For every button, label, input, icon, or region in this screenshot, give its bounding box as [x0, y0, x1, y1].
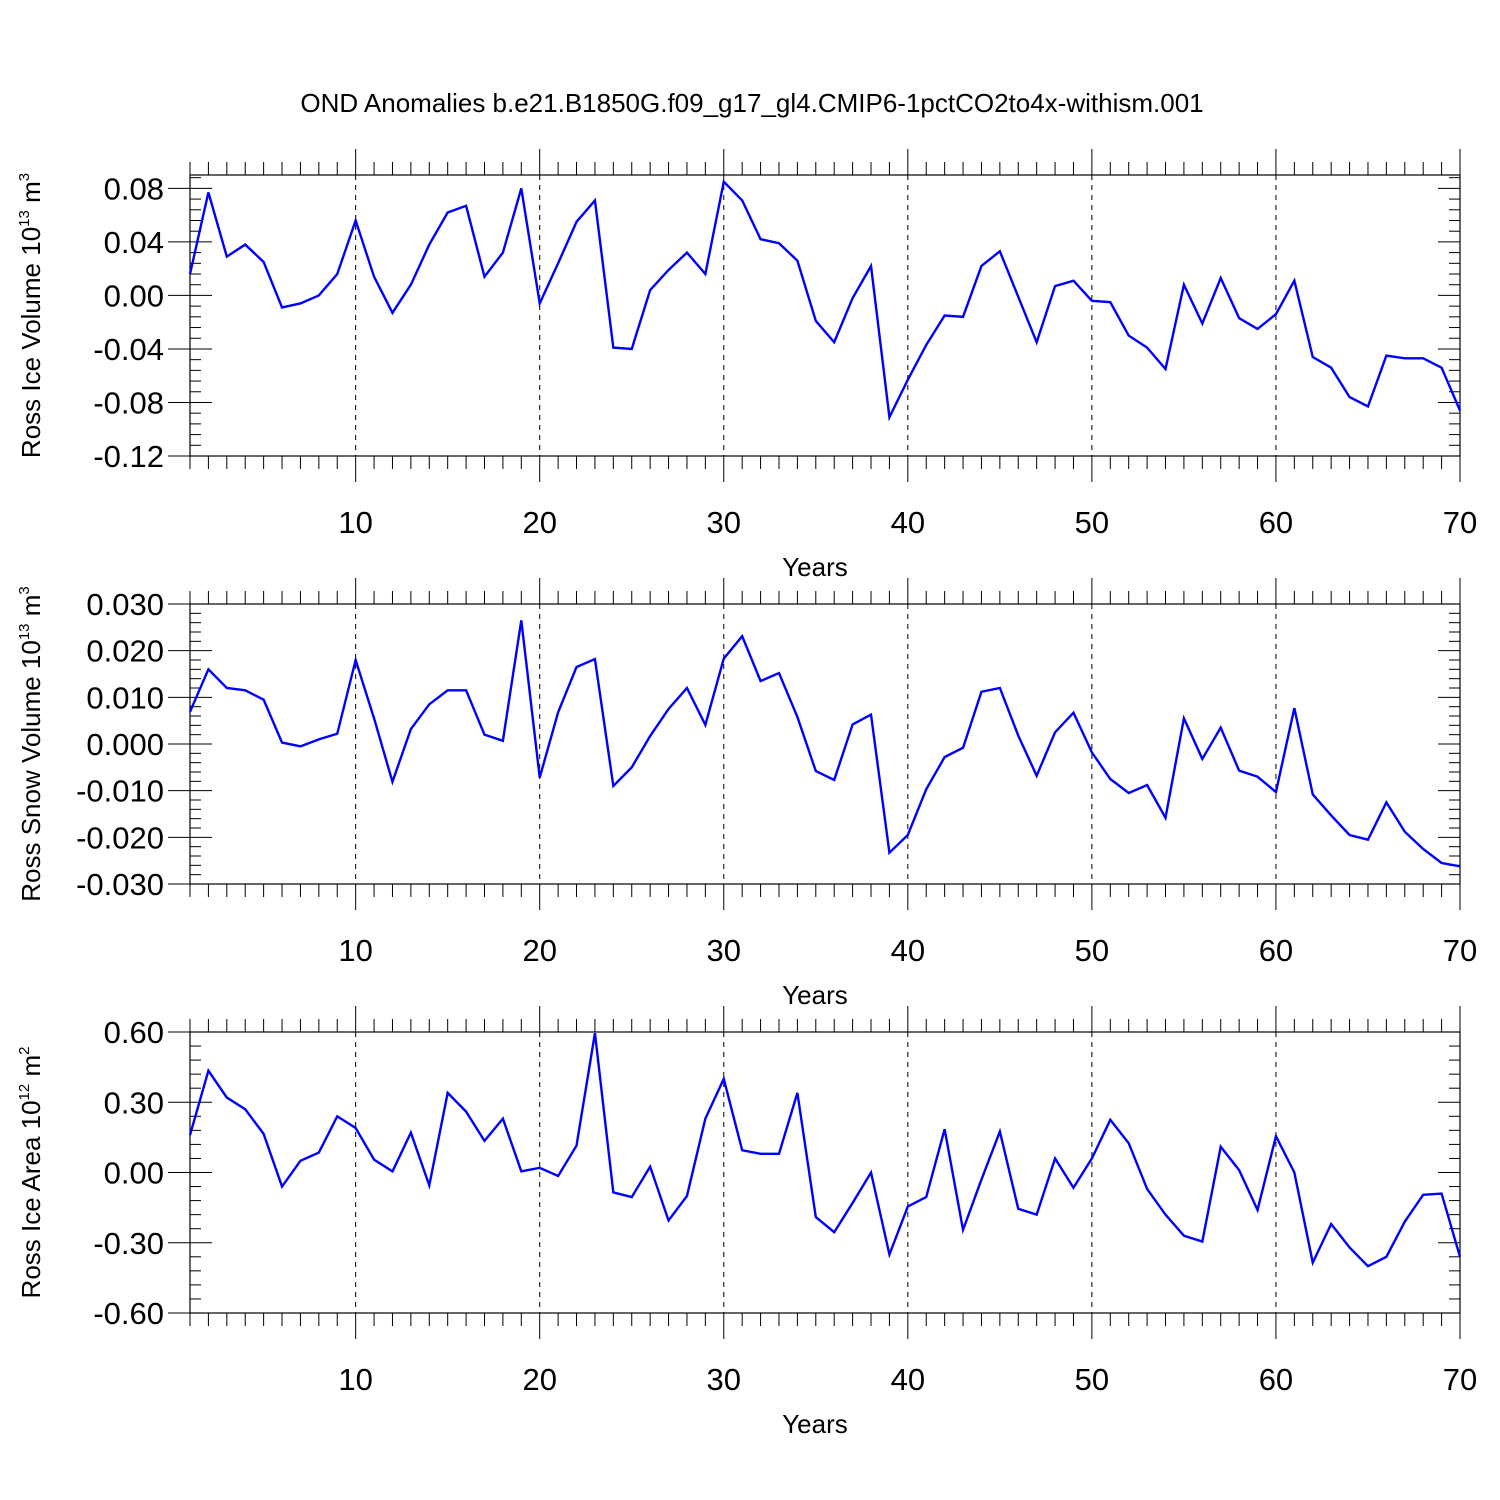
ice-area-x-axis-label: Years — [782, 1409, 848, 1439]
ice-volume-y-tick-label: 0.04 — [104, 225, 164, 260]
ice-area-y-label-unit: m — [16, 1055, 46, 1084]
ice-volume-x-tick-label: 40 — [891, 505, 925, 540]
snow-volume-y-label-unit-exp: 3 — [16, 586, 33, 594]
ice-volume-x-tick-label: 30 — [707, 505, 741, 540]
snow-volume-y-tick-label: 0.020 — [86, 634, 164, 669]
figure-title: OND Anomalies b.e21.B1850G.f09_g17_gl4.C… — [300, 88, 1203, 118]
ice-area-y-tick-label: 0.30 — [104, 1085, 164, 1120]
snow-volume-x-tick-label: 70 — [1443, 933, 1477, 968]
ice-volume-x-tick-label: 10 — [338, 505, 372, 540]
snow-volume-y-label-exp: 13 — [16, 623, 33, 640]
ice-volume-y-tick-label: -0.12 — [93, 439, 164, 474]
ice-area-y-label-main: Ross Ice Area 10 — [16, 1100, 46, 1298]
ice-area-x-tick-label: 70 — [1443, 1362, 1477, 1397]
ice-area-series-line — [188, 1032, 1462, 1268]
ice-area-y-tick-label: 0.00 — [104, 1156, 164, 1191]
ice-area-y-tick-label: 0.60 — [104, 1015, 164, 1050]
snow-volume-x-tick-label: 50 — [1075, 933, 1109, 968]
ice-area-panel: -0.60 -0.30 0.00 0.30 0.60 10 20 30 40 50 60 70 Year… — [16, 1006, 1477, 1439]
snow-volume-y-tick-label: 0.010 — [86, 680, 164, 715]
snow-volume-panel: -0.030 -0.020 -0.010 0.000 0.010 0.020 0.030 10… — [16, 578, 1477, 1010]
ice-volume-plot-frame — [189, 174, 1461, 457]
snow-volume-x-tick-label: 40 — [891, 933, 925, 968]
snow-volume-x-tick-label: 60 — [1259, 933, 1293, 968]
ice-volume-y-axis-label: Ross Ice Volume 1013 m3 — [16, 173, 46, 458]
snow-volume-y-label-unit: m — [16, 595, 46, 624]
snow-volume-x-tick-label: 30 — [707, 933, 741, 968]
ice-area-y-label-unit-exp: 2 — [16, 1047, 33, 1055]
ice-area-x-tick-label: 50 — [1075, 1362, 1109, 1397]
ice-area-y-label-exp: 12 — [16, 1084, 33, 1101]
ice-volume-x-axis-label: Years — [782, 552, 848, 582]
ice-area-plot-frame — [189, 1031, 1461, 1314]
snow-volume-y-tick-label: -0.030 — [76, 867, 164, 902]
ice-area-x-tick-label: 60 — [1259, 1362, 1293, 1397]
ice-volume-series-line — [188, 179, 1462, 422]
snow-volume-series-line — [188, 620, 1461, 868]
snow-volume-y-tick-label: 0.000 — [86, 727, 164, 762]
snow-volume-x-tick-label: 10 — [338, 933, 372, 968]
ice-area-y-tick-label: -0.30 — [93, 1226, 164, 1261]
ice-volume-x-tick-label: 60 — [1259, 505, 1293, 540]
snow-volume-x-tick-label: 20 — [522, 933, 556, 968]
ice-volume-panel: -0.12 -0.08 -0.04 0.00 0.04 0.08 10 20 30 40 50 60 7… — [16, 149, 1477, 582]
snow-volume-x-axis-label: Years — [782, 980, 848, 1010]
snow-volume-y-tick-label: -0.020 — [76, 820, 164, 855]
ice-volume-y-tick-label: 0.00 — [104, 278, 164, 313]
ice-area-x-tick-label: 30 — [707, 1362, 741, 1397]
ice-area-x-tick-label: 20 — [522, 1362, 556, 1397]
ice-area-y-axis-label: Ross Ice Area 1012 m2 — [16, 1047, 46, 1299]
ice-area-x-tick-label: 40 — [891, 1362, 925, 1397]
snow-volume-y-label-main: Ross Snow Volume 10 — [16, 640, 46, 902]
ice-volume-x-tick-label: 20 — [522, 505, 556, 540]
ice-volume-x-tick-label: 50 — [1075, 505, 1109, 540]
ice-volume-y-label-unit: m — [16, 181, 46, 210]
ice-area-x-tick-label: 10 — [338, 1362, 372, 1397]
snow-volume-plot-frame — [189, 603, 1461, 885]
ice-volume-y-tick-label: 0.08 — [104, 171, 164, 206]
snow-volume-y-axis-label: Ross Snow Volume 1013 m3 — [16, 586, 46, 902]
ice-area-y-tick-label: -0.60 — [93, 1296, 164, 1331]
ice-volume-y-tick-label: -0.08 — [93, 385, 164, 420]
ice-volume-y-label-main: Ross Ice Volume 10 — [16, 227, 46, 458]
ice-volume-y-tick-label: -0.04 — [93, 332, 164, 367]
ice-volume-y-label-unit-exp: 3 — [16, 173, 33, 181]
ice-volume-y-label-exp: 13 — [16, 210, 33, 227]
snow-volume-y-tick-label: -0.010 — [76, 774, 164, 809]
ice-volume-x-tick-label: 70 — [1443, 505, 1477, 540]
snow-volume-y-tick-label: 0.030 — [86, 587, 164, 622]
